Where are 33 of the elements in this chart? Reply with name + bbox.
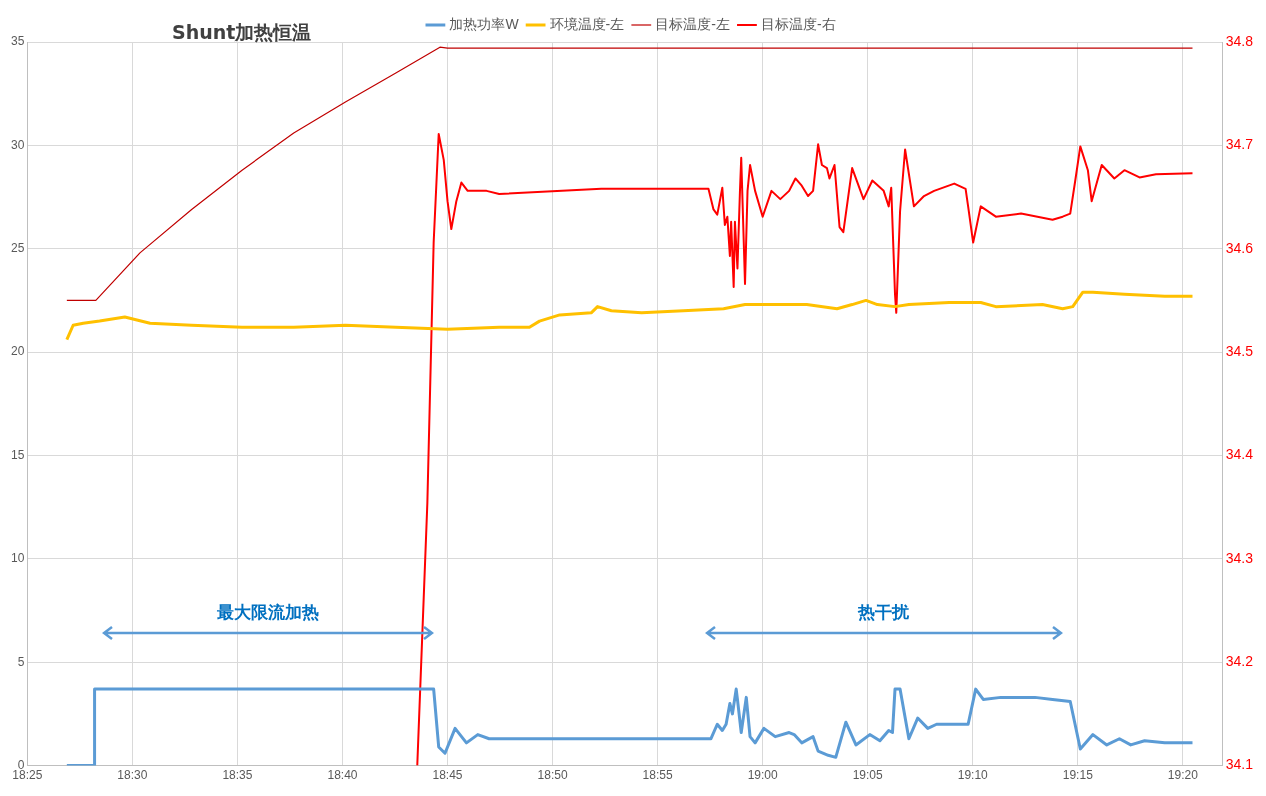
y2-tick-label: 34.5 bbox=[1225, 342, 1254, 359]
y-tick-label: 25 bbox=[10, 241, 25, 256]
y-tick-label: 30 bbox=[10, 137, 25, 152]
x-tick-label: 18:35 bbox=[222, 768, 253, 783]
x-tick-label: 18:40 bbox=[327, 768, 358, 783]
y2-tick-label: 34.7 bbox=[1225, 136, 1254, 153]
annotation: 热干扰 bbox=[857, 601, 909, 624]
x-tick-label: 19:10 bbox=[957, 768, 989, 783]
y2-tick-label: 34.3 bbox=[1225, 549, 1254, 566]
y2-tick-label: 34.6 bbox=[1225, 239, 1254, 256]
y2-tick-label: 34.4 bbox=[1225, 446, 1254, 463]
x-tick-label: 18:45 bbox=[432, 768, 463, 783]
legend-label: 加热功率W bbox=[449, 15, 520, 32]
x-tick-label: 18:55 bbox=[642, 768, 673, 783]
y-tick-label: 35 bbox=[10, 34, 25, 49]
y-tick-label: 10 bbox=[10, 551, 25, 566]
y-tick-label: 15 bbox=[10, 447, 25, 462]
x-tick-label: 18:30 bbox=[117, 768, 148, 783]
y-tick-label: 20 bbox=[10, 344, 25, 359]
x-tick-label: 19:15 bbox=[1062, 768, 1094, 783]
legend-label: 目标温度-右 bbox=[760, 15, 836, 32]
x-tick-label: 19:05 bbox=[852, 768, 884, 783]
x-tick-label: 18:50 bbox=[537, 768, 568, 783]
y2-tick-label: 34.8 bbox=[1225, 32, 1254, 49]
y-tick-label: 5 bbox=[17, 654, 25, 669]
x-tick-label: 19:00 bbox=[747, 768, 778, 783]
legend-label: 环境温度-左 bbox=[549, 15, 625, 32]
chart-title: Shunt加热恒温 bbox=[172, 20, 312, 45]
y2-tick-label: 34.2 bbox=[1225, 653, 1254, 670]
x-tick-label: 19:20 bbox=[1167, 768, 1199, 783]
legend-label: 目标温度-左 bbox=[655, 15, 730, 32]
y2-tick-label: 34.1 bbox=[1225, 756, 1254, 773]
annotation: 最大限流加热 bbox=[217, 601, 319, 624]
